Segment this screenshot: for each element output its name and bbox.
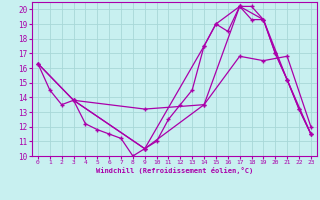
X-axis label: Windchill (Refroidissement éolien,°C): Windchill (Refroidissement éolien,°C) (96, 167, 253, 174)
